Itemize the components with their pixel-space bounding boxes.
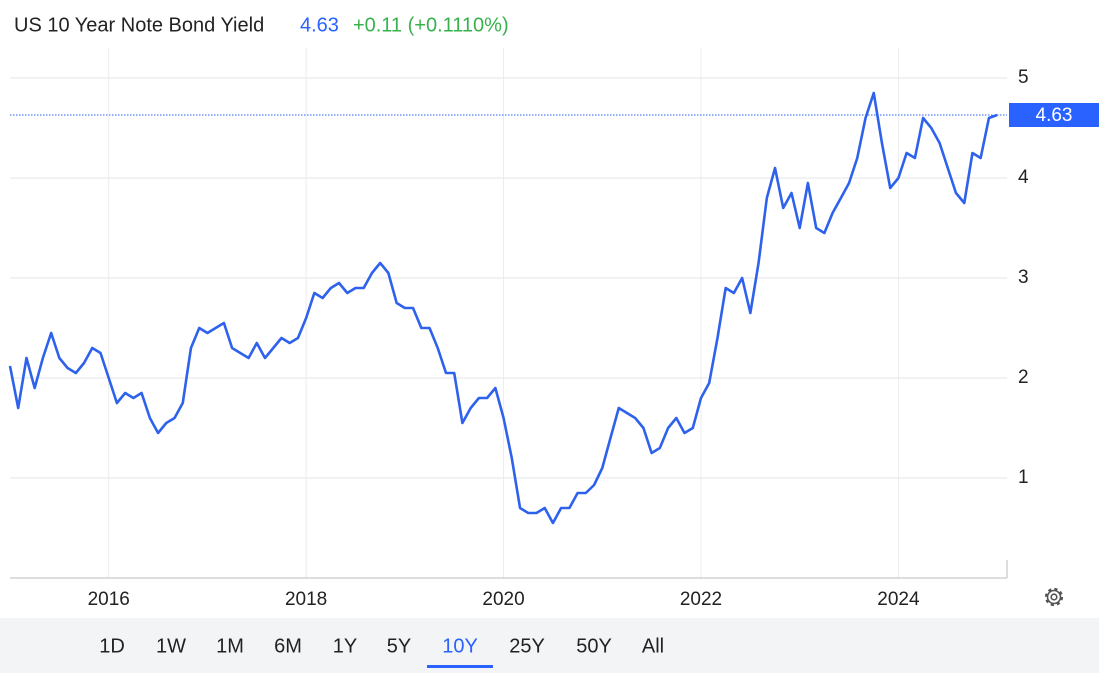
range-button[interactable]: 10Y	[442, 635, 478, 657]
price: 4.63	[300, 14, 339, 36]
chart-title: US 10 Year Note Bond Yield	[14, 14, 264, 36]
range-button[interactable]: 1D	[99, 635, 125, 657]
y-tick-label: 5	[1018, 67, 1029, 88]
range-button[interactable]: 1Y	[333, 635, 357, 657]
range-button[interactable]: All	[642, 635, 664, 657]
range-button[interactable]: 1M	[216, 635, 244, 657]
x-tick-label: 2016	[88, 589, 130, 610]
y-tick-label: 4	[1018, 167, 1029, 188]
x-tick-label: 2024	[877, 589, 920, 610]
y-tick-label: 1	[1018, 467, 1029, 488]
price-tag	[1009, 103, 1099, 127]
line-series	[8, 91, 998, 525]
y-tick-label: 3	[1018, 267, 1029, 288]
price-change: +0.11 (+0.1110%)	[353, 14, 509, 36]
range-button[interactable]: 25Y	[509, 635, 545, 657]
range-button[interactable]: 50Y	[576, 635, 612, 657]
x-tick-label: 2018	[285, 589, 327, 610]
x-tick-label: 2020	[482, 589, 524, 610]
range-button[interactable]: 1W	[156, 635, 186, 657]
range-bar	[0, 618, 1099, 673]
y-tick-label: 2	[1018, 367, 1029, 388]
range-button[interactable]: 5Y	[387, 635, 411, 657]
range-underline	[427, 665, 493, 668]
settings-icon[interactable]	[1044, 587, 1064, 607]
x-tick-label: 2022	[680, 589, 722, 610]
price-tag-label: 4.63	[1036, 105, 1073, 126]
range-button[interactable]: 6M	[274, 635, 302, 657]
